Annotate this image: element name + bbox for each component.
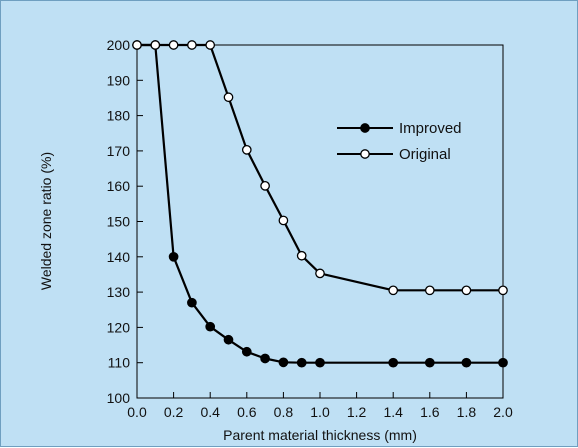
y-tick-label: 120 (107, 319, 131, 335)
x-tick-label: 1.0 (310, 404, 330, 420)
legend: Improved Original (337, 120, 462, 163)
data-point-original (223, 92, 234, 103)
data-point-improved (278, 357, 289, 368)
y-axis-title: Welded zone ratio (%) (38, 152, 54, 290)
data-point-original (205, 40, 216, 50)
series-line-improved (137, 43, 503, 364)
y-axis: 100 110 120 130 140 150 160 170 180 190 200 (107, 37, 143, 406)
y-tick-label: 100 (107, 390, 131, 406)
data-point-original (187, 40, 197, 50)
data-point-original (388, 285, 399, 296)
data-point-improved (241, 346, 252, 357)
x-tick-label: 0.8 (274, 404, 294, 420)
data-point-original (461, 285, 472, 296)
y-tick-label: 110 (108, 355, 131, 371)
y-tick-label: 190 (107, 72, 131, 88)
legend-marker-original (360, 149, 370, 159)
data-point-improved (260, 353, 270, 364)
data-point-improved (187, 297, 197, 308)
series-layer (132, 40, 508, 368)
x-tick-label: 2.0 (493, 404, 513, 420)
x-tick-label: 0.4 (200, 404, 220, 420)
data-point-original (168, 40, 179, 50)
y-tick-label: 200 (107, 37, 131, 53)
y-tick-label: 150 (107, 214, 131, 230)
data-point-improved (205, 321, 216, 332)
data-point-original (424, 285, 435, 296)
data-point-improved (296, 357, 307, 368)
y-tick-label: 180 (107, 108, 131, 124)
x-axis: 0.0 0.2 0.4 0.6 0.8 1.0 1.2 1.4 1.6 1.8 2.0 (127, 392, 513, 420)
x-tick-label: 1.2 (347, 404, 367, 420)
legend-marker-improved (360, 123, 370, 133)
data-point-improved (223, 334, 234, 345)
y-tick-label: 140 (107, 249, 131, 265)
legend-label-original: Original (399, 146, 451, 163)
data-point-improved (498, 357, 508, 368)
data-point-original (260, 180, 270, 191)
x-tick-label: 1.8 (457, 404, 477, 420)
plot-area (136, 44, 504, 399)
data-point-original (315, 268, 325, 279)
data-point-improved (388, 357, 399, 368)
series-line-original (137, 43, 503, 292)
data-point-improved (315, 357, 325, 368)
x-tick-label: 1.4 (383, 404, 403, 420)
data-point-original (132, 40, 142, 50)
x-tick-label: 1.6 (420, 404, 440, 420)
x-tick-label: 0.2 (164, 404, 184, 420)
y-tick-label: 160 (107, 178, 131, 194)
data-point-improved (461, 357, 472, 368)
data-point-improved (424, 357, 435, 368)
x-tick-label: 0.6 (237, 404, 257, 420)
data-point-original (296, 250, 307, 261)
data-point-improved (168, 251, 179, 262)
data-point-original (241, 144, 252, 155)
data-point-original (278, 215, 289, 226)
legend-label-improved: Improved (399, 120, 462, 137)
y-tick-label: 130 (107, 284, 131, 300)
x-axis-title: Parent material thickness (mm) (223, 427, 417, 443)
x-tick-label: 0.0 (127, 404, 147, 420)
data-point-original (150, 40, 161, 50)
y-tick-label: 170 (107, 143, 131, 159)
data-point-original (498, 285, 508, 296)
